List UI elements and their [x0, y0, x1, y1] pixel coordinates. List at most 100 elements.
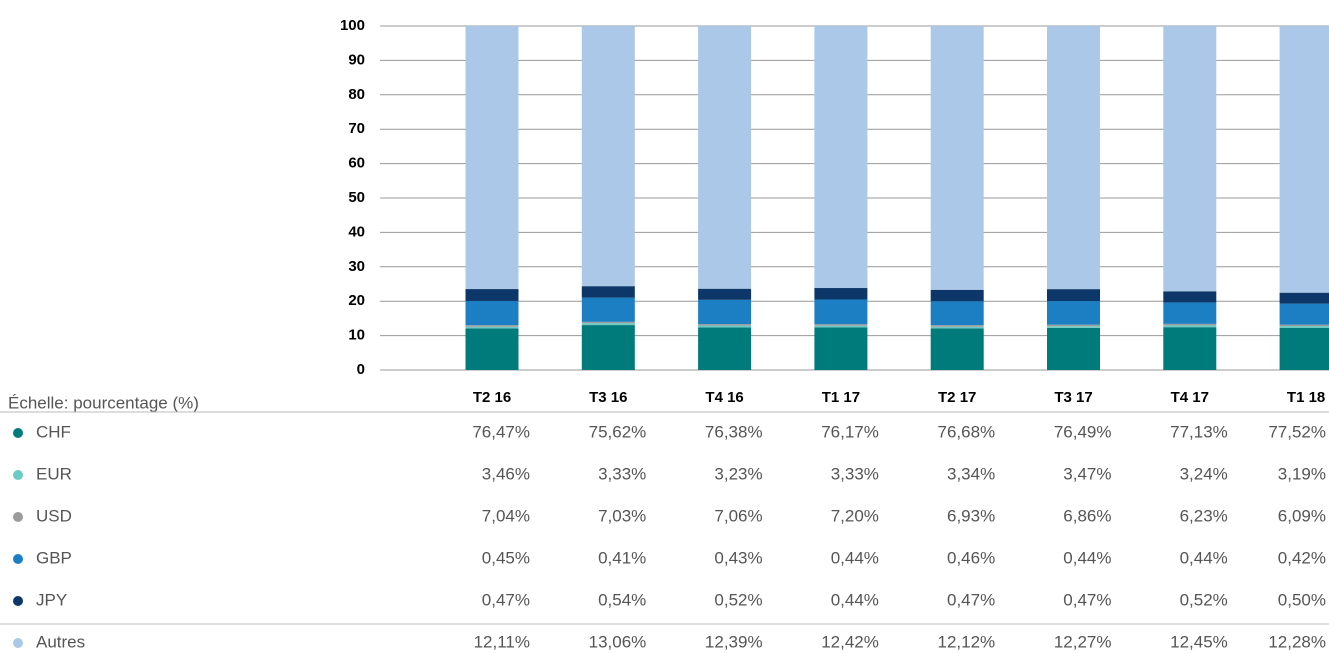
bar-segment: [698, 288, 752, 300]
table-value: 76,47%: [472, 422, 530, 441]
y-tick-label: 40: [348, 223, 365, 240]
bar-segment: [1279, 327, 1329, 370]
x-tick-label: T2 16: [473, 389, 511, 406]
table-value: 3,34%: [947, 464, 995, 483]
bar-segment: [1279, 326, 1329, 328]
x-tick-label: T1 18: [1287, 389, 1325, 406]
legend-marker: [13, 554, 23, 564]
x-tick-label: T4 17: [1171, 389, 1209, 406]
bar-segment: [465, 325, 519, 327]
legend-label: JPY: [36, 590, 67, 609]
bar-segment: [1163, 323, 1217, 326]
table-value: 76,38%: [705, 422, 763, 441]
legend-label: GBP: [36, 548, 72, 567]
bar-segment: [930, 326, 984, 329]
legend-label: CHF: [36, 422, 71, 441]
table-value: 0,52%: [1180, 590, 1228, 609]
table-value: 0,43%: [714, 548, 762, 567]
bar-segment: [814, 299, 868, 325]
table-value: 0,52%: [714, 590, 762, 609]
bar-segment: [465, 300, 519, 326]
bar-segment: [465, 326, 519, 329]
table-value: 12,42%: [821, 632, 879, 651]
table-value: 13,06%: [589, 632, 647, 651]
table-value: 0,44%: [1063, 548, 1111, 567]
bar-segment: [698, 324, 752, 326]
bar-segment: [1163, 327, 1217, 370]
table-value: 76,49%: [1054, 422, 1112, 441]
bar-segment: [581, 297, 635, 322]
table-value: 77,52%: [1268, 422, 1326, 441]
bar-segment: [1163, 302, 1217, 324]
bar-segment: [1279, 292, 1329, 304]
table-value: 0,41%: [598, 548, 646, 567]
y-tick-label: 50: [348, 189, 365, 206]
y-tick-label: 100: [340, 17, 365, 34]
table-value: 77,13%: [1170, 422, 1228, 441]
table-value: 12,12%: [938, 632, 996, 651]
table-value: 3,47%: [1063, 464, 1111, 483]
table-value: 0,50%: [1278, 590, 1326, 609]
table-value: 6,86%: [1063, 506, 1111, 525]
x-tick-label: T1 17: [822, 389, 860, 406]
table-value: 12,27%: [1054, 632, 1112, 651]
bar-segment: [1047, 26, 1100, 290]
legend-marker: [13, 428, 23, 438]
bar-segment: [814, 288, 868, 300]
table-value: 0,44%: [831, 590, 879, 609]
bar-segment: [1163, 291, 1217, 303]
table-value: 0,54%: [598, 590, 646, 609]
legend-marker: [13, 512, 23, 522]
table-value: 6,09%: [1278, 506, 1326, 525]
table-value: 3,24%: [1180, 464, 1228, 483]
table-value: 12,28%: [1268, 632, 1326, 651]
bar-segment: [1047, 327, 1100, 370]
y-tick-label: 10: [348, 327, 365, 344]
bar-segment: [1279, 303, 1329, 325]
x-tick-label: T4 16: [705, 389, 743, 406]
table-value: 7,06%: [714, 506, 762, 525]
table-value: 76,17%: [821, 422, 879, 441]
bar-segment: [581, 286, 635, 298]
bar-segment: [1163, 325, 1217, 328]
bar-segment: [814, 324, 868, 326]
table-value: 3,46%: [482, 464, 530, 483]
bar-segment: [581, 325, 635, 370]
y-tick-label: 80: [348, 86, 365, 103]
y-tick-label: 0: [357, 361, 365, 378]
table-value: 12,45%: [1170, 632, 1228, 651]
legend-label: Autres: [36, 632, 85, 651]
table-value: 3,33%: [831, 464, 879, 483]
bar-segment: [581, 321, 635, 324]
legend-label: EUR: [36, 464, 72, 483]
table-value: 76,68%: [938, 422, 996, 441]
table-value: 3,33%: [598, 464, 646, 483]
table-value: 0,44%: [1180, 548, 1228, 567]
bar-segment: [465, 26, 519, 290]
table-value: 0,42%: [1278, 548, 1326, 567]
bar-segment: [698, 25, 752, 289]
bar-segment: [930, 328, 984, 370]
bar-segment: [581, 26, 635, 287]
table-value: 0,47%: [1063, 590, 1111, 609]
bar-segment: [814, 26, 868, 289]
bar-segment: [465, 328, 519, 370]
bar-segment: [698, 327, 752, 370]
bar-segment: [465, 289, 519, 301]
bar-segment: [698, 325, 752, 328]
bar-segment: [1163, 25, 1217, 292]
bar-segment: [814, 325, 868, 328]
table-value: 7,04%: [482, 506, 530, 525]
bar-segment: [930, 26, 984, 290]
y-tick-label: 70: [348, 120, 365, 137]
bar-segment: [1279, 26, 1329, 293]
table-value: 3,19%: [1278, 464, 1326, 483]
x-tick-label: T2 17: [938, 389, 976, 406]
bar-segment: [930, 325, 984, 327]
table-value: 0,47%: [482, 590, 530, 609]
y-tick-label: 90: [348, 51, 365, 68]
legend-marker: [13, 470, 23, 480]
bar-segment: [1047, 326, 1100, 328]
bar-segment: [814, 327, 868, 370]
